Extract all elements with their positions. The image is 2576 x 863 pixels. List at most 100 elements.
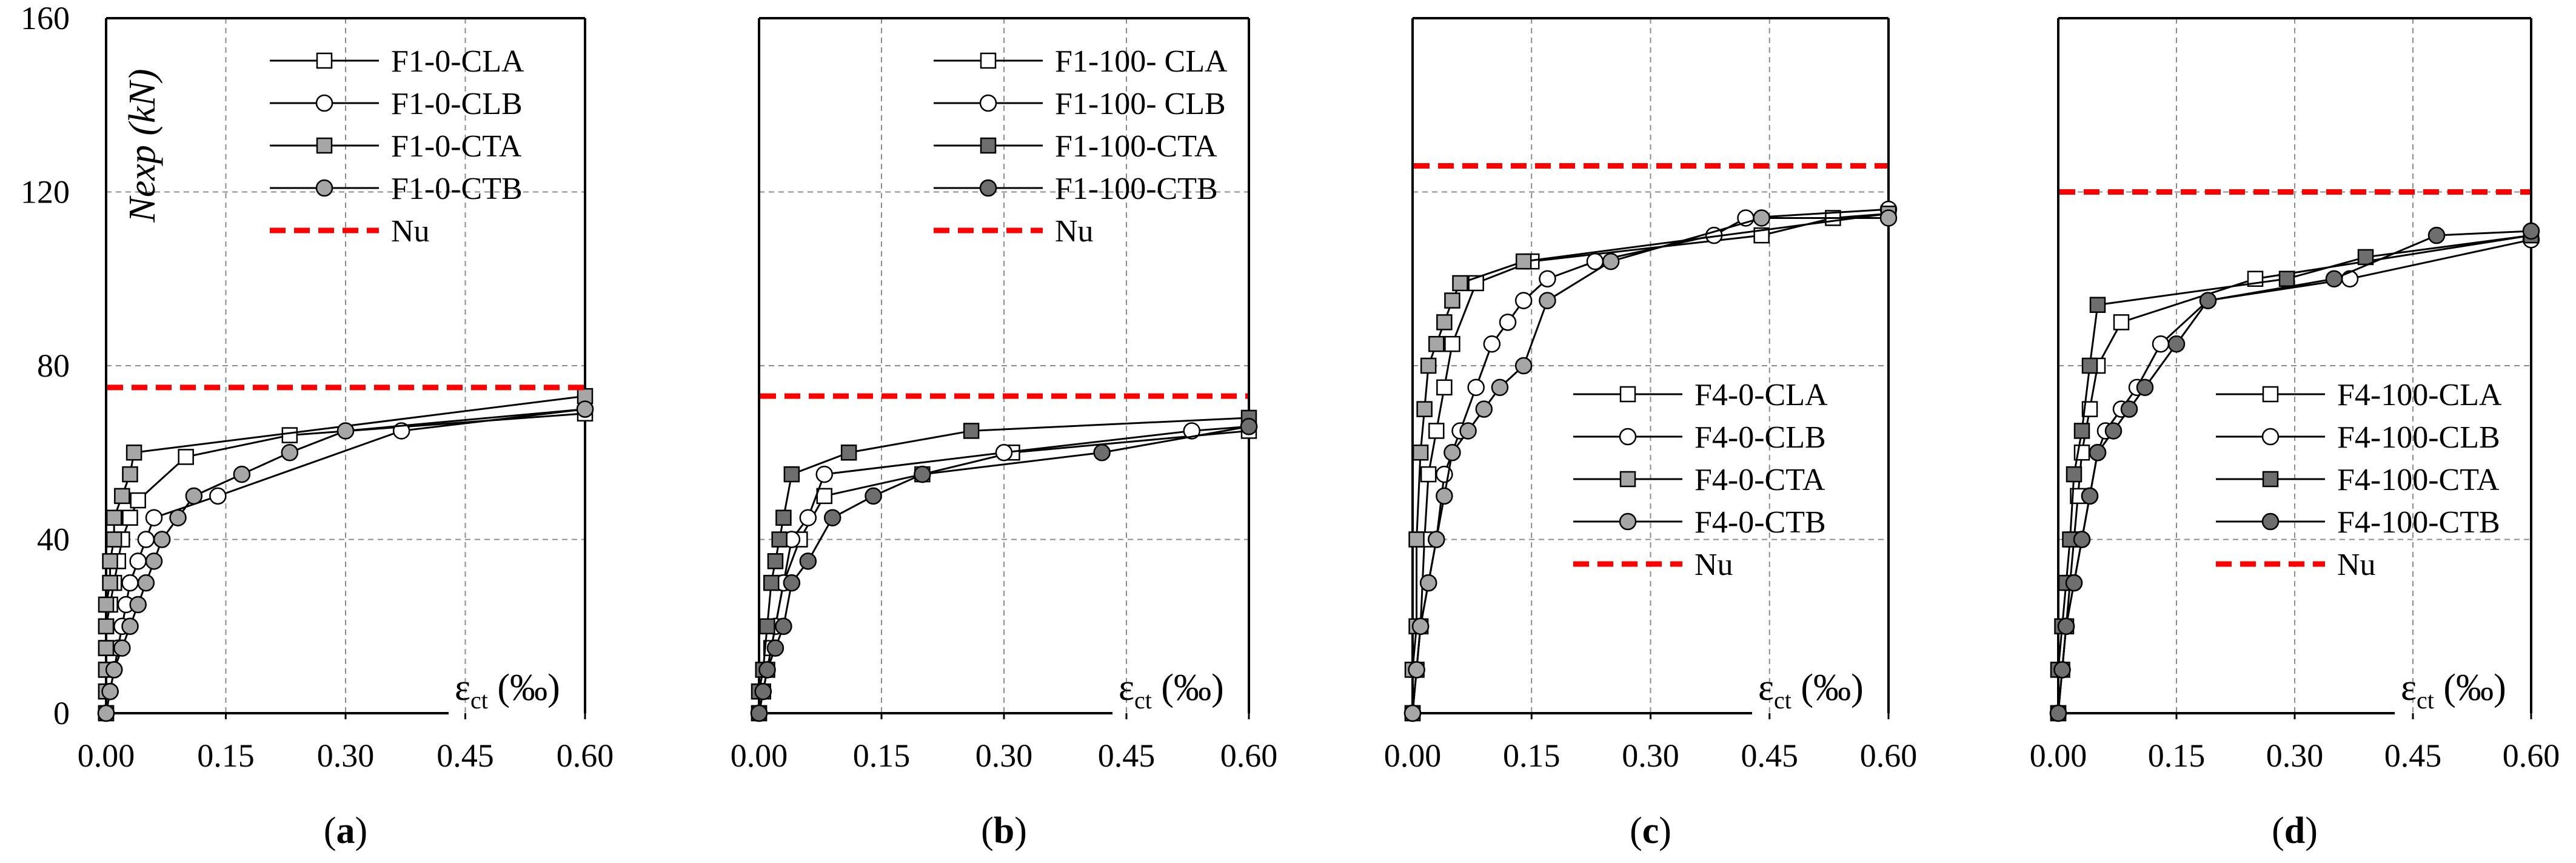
legend-entry: F1-0-CLB bbox=[391, 87, 523, 121]
x-axis-label: εct (‰) bbox=[455, 667, 560, 714]
data-point bbox=[281, 444, 299, 462]
data-point bbox=[2089, 444, 2107, 462]
data-point bbox=[2522, 222, 2540, 240]
data-point bbox=[1452, 275, 1468, 292]
x-tick-label: 0.45 bbox=[437, 737, 494, 774]
data-point bbox=[122, 509, 138, 526]
data-point bbox=[771, 531, 788, 548]
data-point bbox=[816, 488, 832, 505]
x-tick-label: 0.00 bbox=[731, 737, 788, 774]
panel-label-part: c bbox=[1642, 810, 1659, 851]
legend-marker bbox=[316, 137, 333, 154]
x-tick-label: 0.30 bbox=[1622, 737, 1679, 774]
x-tick-label: 0.60 bbox=[557, 737, 614, 774]
data-point bbox=[840, 445, 857, 461]
legend-entry: Nu bbox=[2337, 548, 2376, 582]
panel-label-part: ( bbox=[1630, 810, 1642, 851]
panel-label-part: ) bbox=[1659, 810, 1671, 851]
legend-marker bbox=[2261, 512, 2280, 531]
data-point bbox=[2167, 335, 2186, 353]
data-point bbox=[1428, 335, 1445, 352]
data-point bbox=[1416, 401, 1433, 417]
legend-marker bbox=[315, 94, 333, 112]
data-point bbox=[209, 487, 227, 505]
data-point bbox=[178, 449, 194, 465]
panel-label-part: ) bbox=[1014, 810, 1027, 851]
legend-marker bbox=[315, 179, 333, 197]
data-point bbox=[121, 617, 139, 635]
data-point bbox=[1240, 418, 1258, 435]
x-axis-label-main: ε bbox=[1758, 667, 1774, 708]
data-point bbox=[2104, 422, 2123, 440]
data-point bbox=[995, 444, 1013, 462]
data-point bbox=[2073, 423, 2090, 439]
panel-label-part: ( bbox=[981, 810, 994, 851]
data-point bbox=[145, 509, 163, 526]
x-tick-label: 0.00 bbox=[2030, 737, 2087, 774]
legend-entry: Nu bbox=[1055, 214, 1094, 249]
data-point bbox=[766, 639, 785, 657]
data-point bbox=[799, 509, 817, 526]
data-point bbox=[2066, 466, 2083, 483]
data-point bbox=[1408, 661, 1425, 679]
y-tick-label: 160 bbox=[21, 0, 70, 36]
data-point bbox=[1093, 444, 1111, 462]
panel-label-part: ( bbox=[324, 810, 336, 851]
x-axis-label: εct (‰) bbox=[2401, 667, 2506, 714]
data-point bbox=[1403, 704, 1422, 722]
data-point bbox=[783, 466, 800, 483]
data-point bbox=[130, 492, 146, 509]
legend-entry: F4-100-CTB bbox=[2337, 505, 2500, 540]
panel-label-part: a bbox=[336, 810, 355, 851]
data-point bbox=[105, 661, 123, 679]
legend-entry: F1-0-CTB bbox=[391, 172, 523, 206]
data-point bbox=[2278, 270, 2295, 287]
legend-entry: F1-100-CTA bbox=[1055, 129, 1217, 164]
x-tick-label: 0.30 bbox=[317, 737, 375, 774]
data-point bbox=[98, 618, 115, 634]
data-point bbox=[1444, 335, 1460, 352]
data-point bbox=[750, 704, 768, 722]
data-point bbox=[763, 574, 780, 591]
data-point bbox=[1514, 292, 1533, 309]
data-point bbox=[1515, 253, 1532, 270]
x-axis-label-sub: ct bbox=[470, 687, 488, 714]
x-tick-label: 0.45 bbox=[2384, 737, 2442, 774]
legend-marker bbox=[1619, 512, 1637, 531]
data-point bbox=[2199, 292, 2217, 309]
data-point bbox=[1753, 209, 1770, 227]
x-axis-label-sub: ct bbox=[1774, 687, 1791, 714]
y-tick-label: 0 bbox=[53, 695, 70, 731]
data-point bbox=[2113, 314, 2130, 331]
legend-entry: F4-100-CLB bbox=[2337, 420, 2500, 455]
legend-entry: Nu bbox=[391, 214, 430, 249]
panel-label: (c) bbox=[1630, 810, 1671, 851]
chart-panel-a: 0.00 0.15 0.30 0.45 0.60 0 40 80 120 160 Nexp (kN)… bbox=[21, 0, 614, 851]
data-point bbox=[1436, 314, 1453, 331]
data-point bbox=[105, 531, 122, 548]
legend-marker bbox=[1619, 428, 1637, 446]
data-point bbox=[121, 574, 139, 592]
data-point bbox=[963, 423, 980, 439]
chart-panel-d: 0.00 0.15 0.30 0.45 0.60 εct (‰) F4-100-CLA F4-… bbox=[2030, 17, 2560, 851]
data-point bbox=[1436, 487, 1453, 505]
panel-label-part: ) bbox=[2305, 810, 2318, 851]
data-point bbox=[336, 422, 355, 440]
x-axis-label: εct (‰) bbox=[1758, 667, 1864, 714]
data-point bbox=[101, 682, 119, 700]
legend-marker bbox=[2261, 428, 2280, 446]
x-tick-label: 0.60 bbox=[2503, 737, 2560, 774]
data-point bbox=[1412, 445, 1429, 461]
x-tick-label: 0.15 bbox=[2148, 737, 2206, 774]
data-point bbox=[1444, 444, 1461, 462]
data-point bbox=[137, 574, 155, 592]
panel-label-part: ( bbox=[2272, 810, 2284, 851]
legend-marker bbox=[1619, 471, 1636, 488]
x-axis-label-main: ε bbox=[1119, 667, 1134, 708]
x-axis-label: εct (‰) bbox=[1119, 667, 1224, 714]
y-axis-label: Nexp (kN) bbox=[122, 69, 163, 223]
data-point bbox=[1483, 335, 1501, 353]
legend-marker bbox=[980, 52, 997, 69]
data-point bbox=[914, 465, 931, 483]
x-tick-label: 0.15 bbox=[853, 737, 911, 774]
